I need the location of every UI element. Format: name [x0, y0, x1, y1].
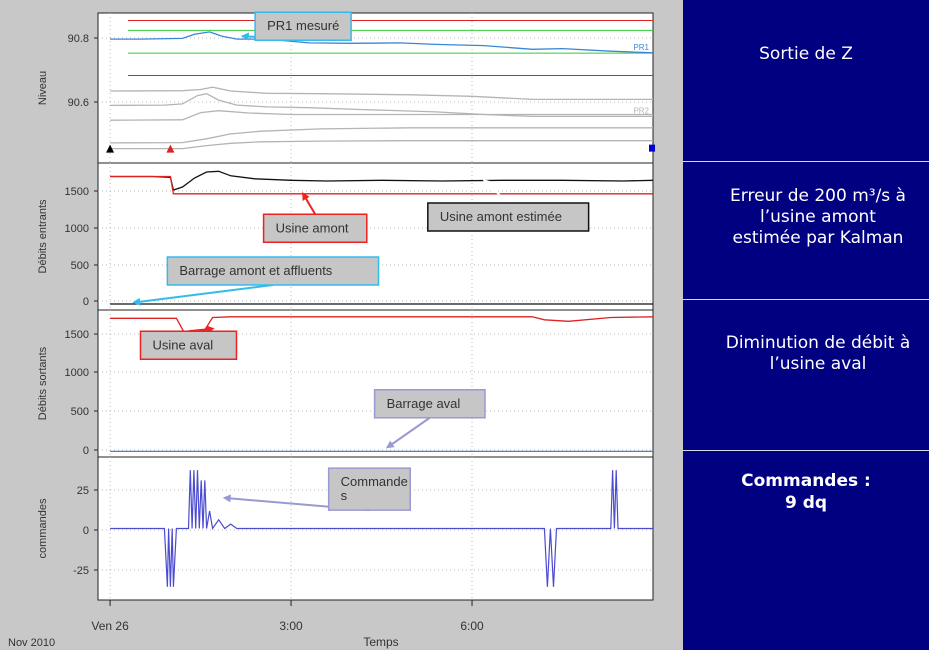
plot-area	[97, 162, 654, 311]
section-title: Commandes :	[741, 471, 871, 491]
y-tick-label: 1500	[65, 186, 89, 198]
annotation-pointer	[385, 416, 431, 449]
annotation-text: Usine amont estimée	[440, 209, 562, 224]
series-line	[110, 93, 653, 118]
annotation-box	[262, 213, 368, 243]
series-line	[110, 127, 653, 144]
y-tick-label: 1000	[65, 367, 89, 379]
annotation-box	[427, 202, 590, 232]
x-tick-label: Ven 26	[91, 619, 129, 633]
x-tick-label: 3:00	[279, 619, 303, 633]
series-line	[110, 175, 653, 195]
series-line	[110, 110, 653, 121]
annotation-box	[254, 11, 352, 41]
section-sortie-de-z: Sortie de Z	[683, 44, 929, 64]
section-divider	[683, 450, 929, 451]
y-tick-label: 25	[77, 485, 89, 497]
section-value: 9 dq	[784, 493, 828, 513]
section-diminution-debit: Diminution de débit à l’usine aval	[693, 333, 929, 375]
y-axis-label: Niveau	[37, 71, 49, 105]
y-tick-label: 500	[71, 406, 89, 418]
commentary-panel: Sortie de Z Erreur de 200 m³/s à l’usine…	[683, 0, 929, 650]
annotation-pointer	[302, 192, 317, 215]
y-axis-label: Débits entrants	[37, 199, 49, 273]
annotation-text: Barrage amont et affluents	[179, 263, 332, 278]
series-label: PR1	[633, 43, 649, 52]
x-tick-label: 6:00	[460, 619, 484, 633]
annotation-box	[373, 389, 486, 419]
triangle-marker	[166, 144, 175, 153]
annotation-box	[327, 467, 412, 511]
y-tick-label: 0	[83, 296, 89, 308]
y-tick-label: 500	[71, 260, 89, 272]
y-tick-label: 1500	[65, 329, 89, 341]
chart-figure: 90.8 90.6 Niveau PR1 PR2 PR1 mesuré 1500 1000 50…	[8, 11, 655, 649]
y-axis-label: Débits sortants	[37, 346, 49, 420]
subplot-4: 25 0 -25 commandes Commande s	[37, 456, 654, 601]
annotation-pointer	[482, 178, 509, 204]
y-axis-label: commandes	[37, 498, 49, 558]
annotation-text: Barrage aval	[387, 396, 461, 411]
triangle-marker	[106, 144, 115, 153]
annotation-text: Commande s	[341, 474, 408, 503]
series-line	[110, 316, 654, 336]
section-commandes: Commandes : 9 dq	[683, 470, 929, 514]
annotation-box	[166, 256, 380, 286]
section-text-line: l’usine aval	[769, 354, 867, 374]
section-divider	[683, 161, 929, 162]
section-text-line: Diminution de débit à	[725, 333, 911, 353]
subplot-1: 90.8 90.6 Niveau PR1 PR2 PR1 mesuré	[37, 11, 655, 164]
subplot-2: 1500 1000 500 0 Débits entrants Usine amont Us…	[37, 162, 654, 311]
series-line	[110, 31, 654, 54]
y-tick-label: 0	[83, 445, 89, 457]
series-label: PR2	[633, 106, 649, 115]
subplots: 90.8 90.6 Niveau PR1 PR2 PR1 mesuré 1500 1000 50…	[37, 11, 655, 601]
y-tick-label: 90.8	[68, 33, 89, 45]
annotation-box	[139, 330, 238, 360]
annotation-text: PR1 mesuré	[267, 18, 339, 33]
y-tick-label: 90.6	[68, 97, 89, 109]
section-text-line: l’usine amont	[760, 207, 876, 227]
date-label: Nov 2010	[8, 637, 55, 649]
annotation-text: Usine amont	[276, 220, 349, 235]
series-line	[110, 140, 653, 150]
section-divider	[683, 299, 929, 300]
series-line	[110, 86, 653, 101]
square-marker	[649, 144, 655, 152]
section-text-line: estimée par Kalman	[732, 228, 904, 248]
section-text-line: Erreur de 200 m³/s à	[730, 186, 906, 206]
y-tick-label: 0	[83, 525, 89, 537]
y-tick-label: 1000	[65, 223, 89, 235]
subplot-3: 1500 1000 500 0 Débits sortants Usine aval Bar…	[37, 309, 654, 458]
section-title: Sortie de Z	[759, 44, 853, 64]
annotation-text: Usine aval	[152, 337, 213, 352]
chart-panel: 90.8 90.6 Niveau PR1 PR2 PR1 mesuré 1500 1000 50…	[0, 0, 683, 650]
section-erreur-usine-amont: Erreur de 200 m³/s à l’usine amont estim…	[693, 186, 929, 249]
x-axis-label: Temps	[363, 635, 398, 649]
annotation-pointer	[132, 284, 274, 306]
chart-footer: Ven 26 3:00 6:00 Temps Nov 2010	[8, 600, 484, 649]
series-line	[110, 470, 653, 587]
y-tick-label: -25	[73, 565, 89, 577]
